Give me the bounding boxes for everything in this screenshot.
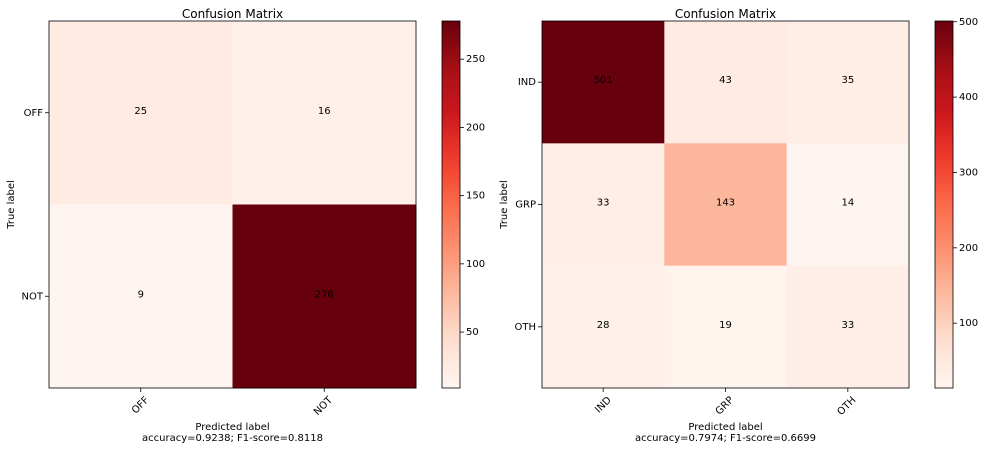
colorbar	[934, 20, 954, 389]
colorbar-tick-label: 400	[959, 92, 978, 103]
panel-1: Confusion Matrix 25 16 9 278 OFF NOT OFF NOT Pred…	[6, 7, 485, 444]
x-tick-label: NOT	[312, 394, 336, 418]
colorbar-tick-label: 250	[466, 54, 485, 65]
heatmap-cell	[49, 204, 233, 389]
colorbar-tick-label: 50	[466, 327, 479, 338]
y-tick-label: IND	[518, 77, 536, 88]
cell-value: 19	[719, 320, 732, 331]
heatmap-cell	[786, 143, 910, 267]
cell-value: 33	[841, 320, 854, 331]
heatmap-cell	[542, 143, 665, 267]
heatmap-cell	[232, 21, 417, 205]
heatmap-cell	[664, 21, 788, 144]
cell-value: 43	[719, 75, 732, 86]
metrics-caption: accuracy=0.9238; F1-score=0.8118	[142, 433, 323, 444]
x-tick-label: GRP	[714, 395, 736, 417]
colorbar	[441, 20, 461, 389]
heatmap-cell	[786, 265, 910, 389]
y-tick-label: OFF	[24, 108, 44, 119]
heatmap-cell	[542, 265, 665, 389]
y-tick-label: GRP	[515, 200, 536, 211]
heatmap-cell	[664, 265, 788, 389]
y-tick-label: NOT	[22, 291, 44, 302]
colorbar-tick-label: 200	[466, 122, 485, 133]
cell-value: 33	[597, 198, 610, 209]
x-tick-label: OFF	[130, 395, 152, 417]
cell-value: 9	[138, 289, 144, 300]
chart-title: Confusion Matrix	[675, 7, 776, 21]
colorbar-tick-label: 200	[959, 243, 978, 254]
cell-value: 501	[594, 75, 613, 86]
heatmap-cell	[542, 21, 665, 144]
heatmap-cell	[664, 143, 788, 267]
cell-value: 35	[841, 75, 854, 86]
cell-value: 14	[841, 198, 854, 209]
cell-value: 278	[315, 289, 334, 300]
chart-title: Confusion Matrix	[182, 7, 283, 21]
x-tick-label: OTH	[836, 395, 859, 418]
x-axis-label: Predicted label	[195, 422, 269, 433]
colorbar-tick-label: 300	[959, 167, 978, 178]
y-axis-label: True label	[6, 180, 17, 230]
y-tick-label: OTH	[515, 322, 537, 333]
colorbar-tick-label: 150	[466, 191, 485, 202]
cell-value: 25	[134, 106, 147, 117]
cell-value: 16	[318, 106, 331, 117]
heatmap-cell	[786, 21, 910, 144]
colorbar-tick-label: 100	[466, 259, 485, 270]
cell-value: 143	[716, 198, 735, 209]
x-tick-label: IND	[593, 395, 614, 416]
heatmap-cell	[232, 204, 417, 389]
y-axis-label: True label	[499, 180, 510, 230]
metrics-caption: accuracy=0.7974; F1-score=0.6699	[635, 433, 816, 444]
plot-frame	[48, 20, 417, 389]
panel-2: Confusion Matrix 501 43 35 33 143 14 28 19 33 IND G…	[499, 7, 978, 444]
x-axis-label: Predicted label	[688, 422, 762, 433]
colorbar-tick-label: 500	[959, 17, 978, 28]
heatmap-cell	[49, 21, 233, 205]
colorbar-tick-label: 100	[959, 318, 978, 329]
cell-value: 28	[597, 320, 610, 331]
